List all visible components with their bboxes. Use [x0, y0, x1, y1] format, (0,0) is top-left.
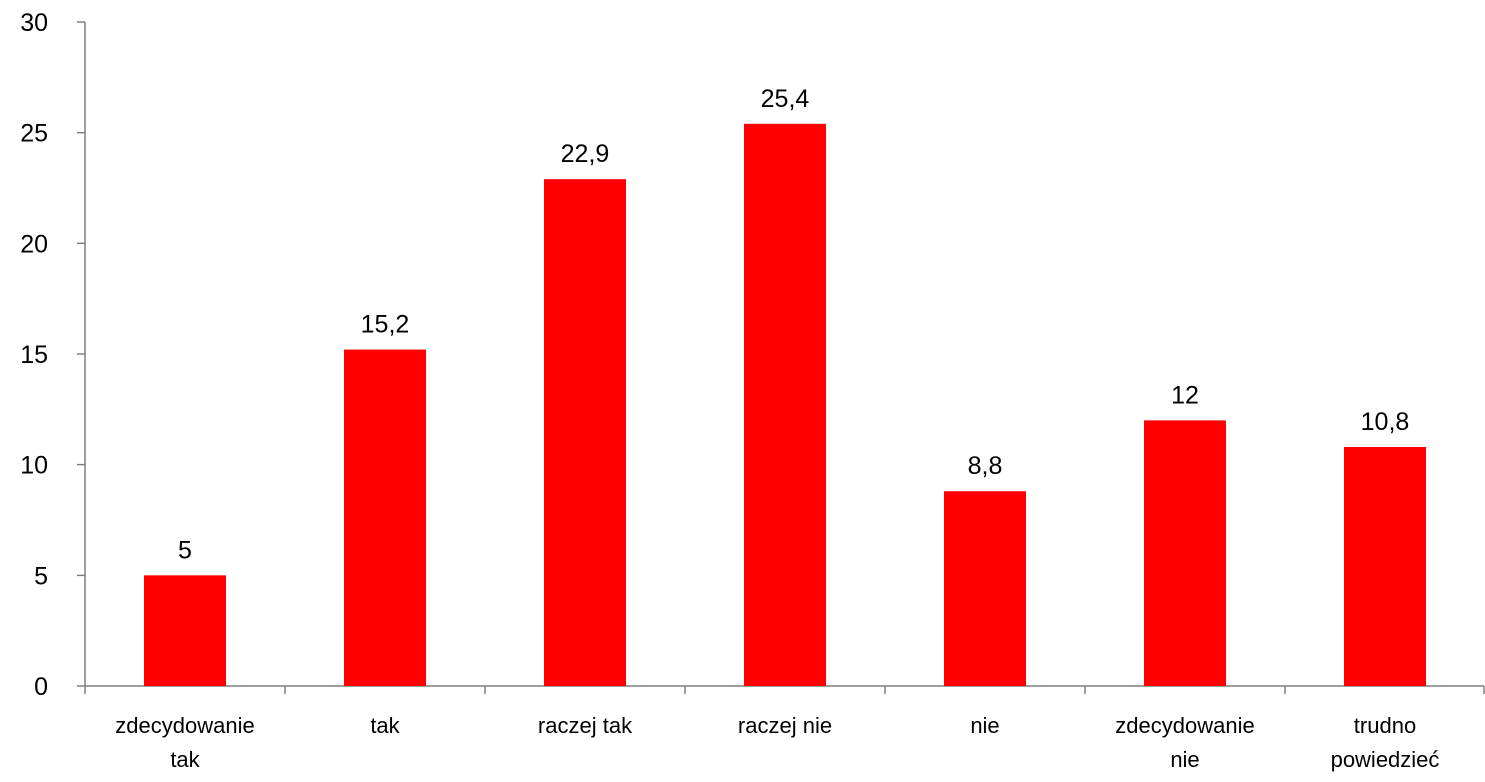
bar	[744, 123, 826, 686]
category-label-line: raczej tak	[538, 713, 633, 738]
bar-value-label: 8,8	[968, 452, 1003, 480]
bar-value-label: 5	[178, 536, 192, 564]
category-label: raczej nie	[738, 713, 832, 738]
y-tick-label: 10	[20, 452, 48, 480]
category-label: trudno powiedzieć	[1331, 713, 1440, 772]
category-label: nie	[970, 713, 999, 738]
bar	[944, 491, 1026, 686]
bar-value-label: 15,2	[361, 311, 410, 339]
bar-value-label: 25,4	[761, 85, 810, 113]
bar-value-label: 12	[1171, 381, 1199, 409]
bar	[144, 575, 226, 686]
category-label-line: zdecydowanie	[1115, 713, 1254, 738]
category-label-line: tak	[170, 747, 200, 772]
y-tick-label: 0	[34, 673, 48, 701]
category-label-line: nie	[1170, 747, 1199, 772]
category-label: zdecydowanie tak	[115, 713, 254, 772]
bars-group	[144, 123, 1426, 686]
bar	[344, 349, 426, 686]
category-labels-group: zdecydowanie tak tak raczej tak raczej nie ni…	[115, 713, 1439, 772]
category-label-line: trudno	[1354, 713, 1416, 738]
y-tick-label: 5	[34, 562, 48, 590]
y-tick-label: 30	[20, 9, 48, 37]
bar	[1344, 446, 1426, 686]
category-label-line: raczej nie	[738, 713, 832, 738]
category-label-line: powiedzieć	[1331, 747, 1440, 772]
bar-value-label: 22,9	[561, 140, 610, 168]
bar-value-label: 10,8	[1361, 408, 1410, 436]
category-label-line: zdecydowanie	[115, 713, 254, 738]
category-label: zdecydowanie nie	[1115, 713, 1254, 772]
category-label: tak	[370, 713, 400, 738]
bar	[544, 179, 626, 686]
y-tick-label: 25	[20, 120, 48, 148]
value-labels-group: 5 15,2 22,9 25,4 8,8 12 10,8	[178, 85, 1409, 565]
y-axis-ticks: 0 5 10 15 20 25 30	[20, 9, 85, 701]
y-tick-label: 20	[20, 230, 48, 258]
category-label: raczej tak	[538, 713, 633, 738]
x-axis-ticks	[84, 686, 1485, 694]
y-tick-label: 15	[20, 341, 48, 369]
bar	[1144, 420, 1226, 686]
category-label-line: tak	[370, 713, 400, 738]
category-label-line: nie	[970, 713, 999, 738]
